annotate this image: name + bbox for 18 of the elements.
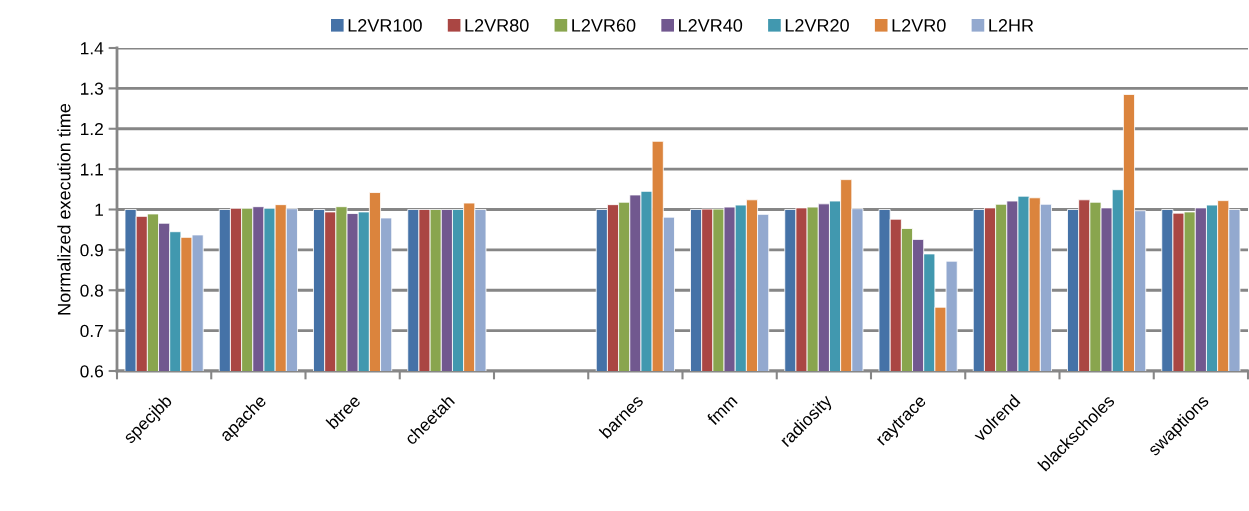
y-tick-label: 1.4 [81,42,104,55]
legend-label: L2HR [989,19,1034,32]
legend-label: L2VR20 [785,19,849,32]
x-tick-label: fmm [705,394,738,426]
y-tick-label: 1.1 [81,163,103,176]
y-tick-label: 1.3 [81,82,104,95]
legend-label: L2VR80 [465,19,529,32]
y-tick-label: 1 [95,203,103,216]
legend-label: L2VR0 [892,19,946,32]
y-axis-title: Normalized execution time [57,103,71,315]
y-tick-label: 0.8 [80,284,104,297]
y-tick-label: 0.7 [80,324,103,338]
legend-label: L2VR60 [572,19,636,32]
legend-label: L2VR40 [679,19,743,32]
y-tick-label: 0.9 [80,244,103,257]
y-tick-label: 0.6 [80,365,104,378]
y-tick-label: 1.2 [81,122,103,136]
legend-label: L2VR100 [348,19,422,32]
